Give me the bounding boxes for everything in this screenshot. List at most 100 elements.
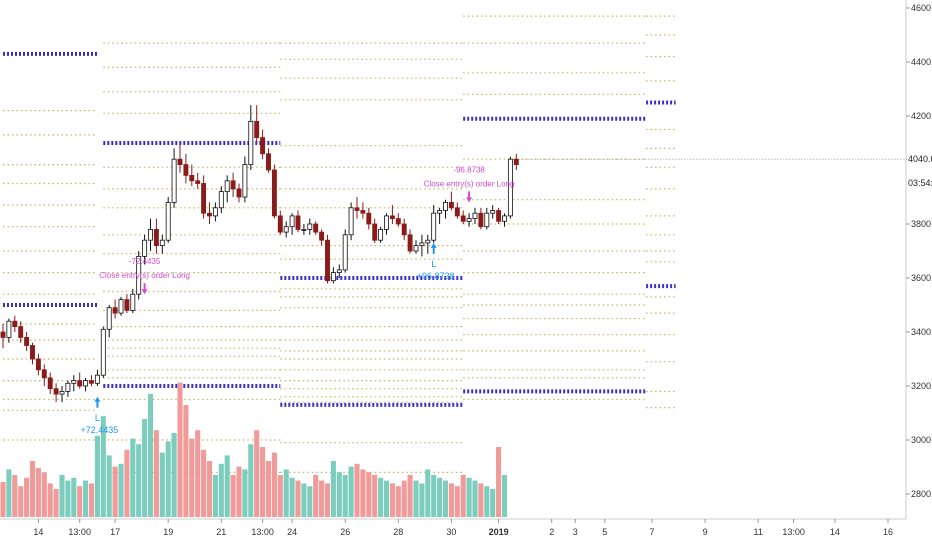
candle-body <box>130 293 136 311</box>
volume-bar <box>265 461 272 517</box>
candle-body <box>466 218 472 222</box>
x-tick-label: 17 <box>110 527 120 537</box>
candle-body <box>360 210 366 214</box>
volume-bar <box>12 475 18 517</box>
last-price-label: 4040.0 <box>908 154 932 164</box>
volume-bar <box>366 472 372 517</box>
close-order-arrow-icon <box>141 283 148 295</box>
candle-body <box>106 307 112 330</box>
candle-body <box>77 380 83 387</box>
candle-body <box>94 374 100 384</box>
candle-body <box>490 210 496 214</box>
volume-bar <box>24 477 30 517</box>
volume-bar <box>413 480 419 517</box>
volume-bar <box>224 455 230 517</box>
trade-annotations: L +72.4435 Close entry(s) order Long -72.44… <box>81 165 515 434</box>
candle-body <box>89 380 94 384</box>
candle-body <box>384 215 389 230</box>
y-tick-label: 3800.0 <box>911 219 932 229</box>
candle-body <box>112 307 118 314</box>
long-entry-label: L <box>95 413 100 423</box>
x-tick-label: 16 <box>883 527 893 537</box>
candle-body <box>419 242 425 246</box>
candle-body <box>513 158 519 165</box>
x-tick-label: 19 <box>163 527 173 537</box>
volume-bar <box>437 477 443 517</box>
volume-bar <box>431 475 437 517</box>
candle-body <box>224 180 230 193</box>
candle-body <box>18 326 24 338</box>
volume-bar <box>195 430 201 517</box>
volume-bar <box>112 466 118 517</box>
volume-bar <box>65 480 71 517</box>
long-entry-arrow-icon <box>430 242 437 254</box>
volume-bar <box>142 419 148 517</box>
volume-bar <box>295 480 301 517</box>
candle-body <box>266 153 271 171</box>
volume-bar <box>442 480 449 517</box>
candle-body <box>336 269 342 273</box>
candle-body <box>35 358 41 371</box>
volume-bar <box>277 475 283 517</box>
volume-bar <box>189 438 195 517</box>
candle-body <box>118 299 124 314</box>
volume-bar <box>88 483 95 517</box>
volume-bar <box>324 483 331 517</box>
volume-bar <box>407 475 413 517</box>
candle-body <box>171 158 177 203</box>
candle-body <box>189 174 195 182</box>
volume-bar <box>260 447 266 517</box>
volume-bar <box>342 475 348 517</box>
time-axis[interactable]: 14 13:00 17 19 21 13:00 24 26 28 30 2019 2 3 5 7 9 11 13:… <box>33 519 893 537</box>
close-order-arrow-icon <box>466 191 473 203</box>
candle-body <box>295 215 301 230</box>
candle-body <box>342 234 348 271</box>
volume-bar <box>177 382 183 517</box>
x-tick-label: 24 <box>287 527 297 537</box>
volume-bar <box>348 466 354 517</box>
volume-bar <box>118 463 124 517</box>
volume-bar <box>53 489 59 517</box>
candle-body <box>41 369 47 379</box>
volume-bar <box>419 483 425 517</box>
long-entry-label: L <box>431 259 436 269</box>
volume-bar <box>336 472 342 517</box>
volume-bar <box>401 480 407 517</box>
candle-body <box>502 215 507 222</box>
volume-bar <box>41 472 47 517</box>
candle-body <box>401 223 407 236</box>
x-tick-label: 2 <box>549 527 554 537</box>
volume-bar <box>106 455 112 517</box>
volume-bar <box>18 486 24 517</box>
candle-body <box>254 121 260 139</box>
y-tick-label: 2800.0 <box>911 489 932 499</box>
y-tick-label: 4400.0 <box>911 57 932 67</box>
volume-bar <box>496 447 502 517</box>
candle-body <box>307 223 313 230</box>
volume-bar <box>77 486 83 517</box>
candle-body <box>153 228 159 246</box>
x-tick-label: 5 <box>602 527 607 537</box>
candle-body <box>71 380 77 384</box>
candle-body <box>236 188 242 198</box>
volume-bar <box>472 480 478 517</box>
candle-body <box>65 382 71 392</box>
volume-bar <box>319 480 325 517</box>
candle-body <box>437 210 443 214</box>
candle-body <box>207 212 212 217</box>
volume-bar <box>71 477 77 517</box>
volume-bar <box>218 463 224 517</box>
volume-bar <box>242 469 248 517</box>
candle-body <box>136 255 142 295</box>
last-price-marker: 4040.0 03:54:57 <box>907 151 932 188</box>
volume-bar <box>230 475 236 517</box>
volume-bar <box>248 444 254 517</box>
candle-body <box>325 239 330 282</box>
volume-bar <box>130 438 136 517</box>
candle-body <box>283 226 289 233</box>
candle-body <box>100 328 106 376</box>
y-tick-label: 4200.0 <box>911 111 932 121</box>
candle-body <box>242 164 248 198</box>
x-tick-label: 7 <box>649 527 654 537</box>
